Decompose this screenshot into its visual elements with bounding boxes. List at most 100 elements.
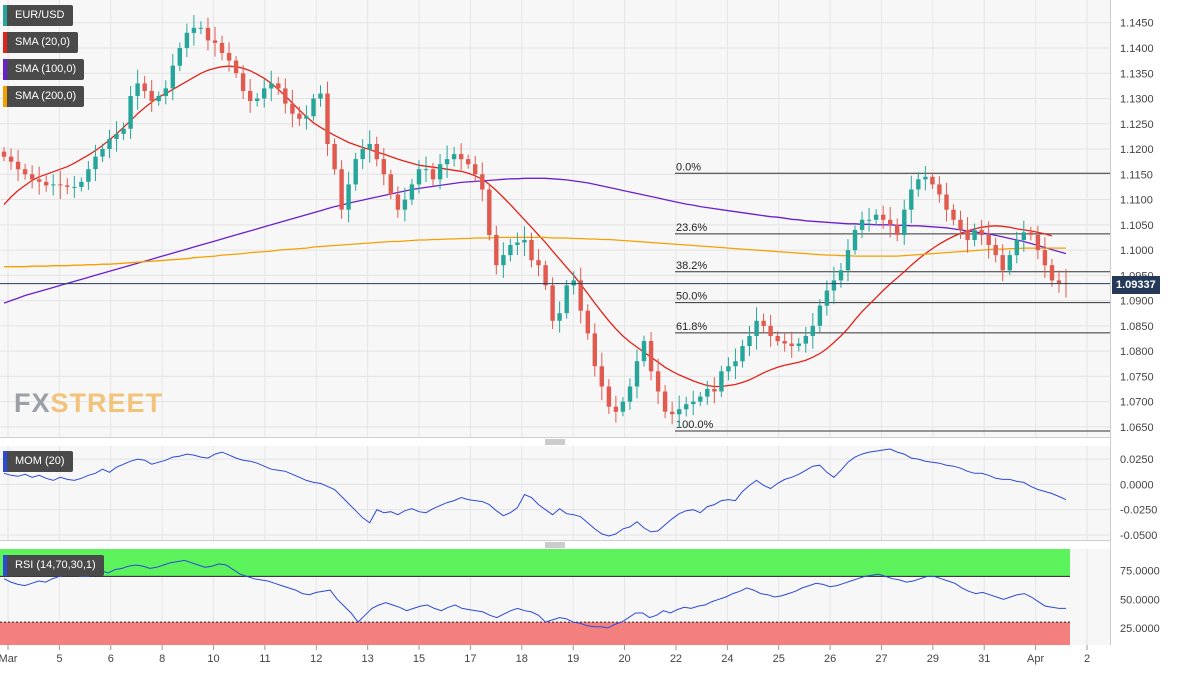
candle-body: [803, 336, 808, 344]
candle-body: [318, 93, 323, 99]
pane-resize-handle-0[interactable]: [545, 439, 565, 445]
price-tick-label: 1.1250: [1120, 119, 1154, 131]
candle-body: [128, 96, 133, 129]
candle-body: [571, 280, 576, 286]
candle-body: [170, 65, 175, 89]
candle-body: [219, 42, 225, 53]
candle-body: [297, 113, 302, 119]
x-tick-label: 15: [413, 653, 425, 665]
candle-body: [367, 144, 372, 150]
candle-body: [233, 60, 239, 74]
candle-body: [564, 285, 569, 314]
candle-body: [634, 361, 640, 387]
x-tick-label: 6: [108, 653, 114, 665]
price-tick-label: 1.1300: [1120, 94, 1154, 106]
candle-body: [944, 194, 949, 210]
candle-body: [353, 159, 358, 185]
candle-body: [712, 389, 717, 392]
candle-body: [923, 176, 928, 180]
sma-line-0: [3, 65, 1053, 388]
price-tick-label: 1.1450: [1120, 18, 1154, 30]
candle-body: [873, 214, 879, 220]
candle-body: [451, 154, 457, 160]
candle-body: [550, 285, 555, 321]
candle-body: [381, 159, 386, 175]
x-tick-label: 10: [207, 653, 219, 665]
candle-body: [986, 234, 991, 245]
candle-body: [585, 310, 590, 334]
price-tick-label: 1.0850: [1120, 321, 1154, 333]
candle-body: [620, 401, 626, 412]
candle-body: [480, 174, 485, 190]
candle-body: [283, 88, 288, 104]
candle-body: [205, 27, 211, 41]
candle-body: [768, 325, 773, 336]
candle-body: [740, 346, 745, 362]
price-pane-bg: [0, 0, 1110, 437]
x-tick-label: 27: [875, 653, 887, 665]
legend-symbol-label: EUR/USD: [15, 9, 65, 21]
candle-body: [121, 128, 126, 134]
candle-body: [107, 138, 112, 149]
candle-body: [557, 313, 562, 321]
candle-body: [374, 144, 379, 160]
candle-body: [529, 240, 534, 261]
candle-body: [796, 343, 801, 346]
pane-resize-handle-1[interactable]: [545, 542, 565, 548]
candle-body: [958, 219, 963, 230]
candle-body: [895, 224, 900, 235]
candle-body: [606, 386, 612, 407]
x-tick-label: 24: [721, 653, 733, 665]
candle-body: [44, 181, 49, 186]
price-tick-label: 1.1100: [1120, 195, 1153, 207]
x-tick-label: 2: [1084, 653, 1090, 665]
candle-body: [881, 214, 886, 220]
candle-body: [859, 219, 865, 230]
candle-body: [1049, 265, 1055, 281]
legend-rsi-swatch: [3, 555, 7, 576]
legend-sma-20[interactable]: SMA (20,0): [3, 32, 79, 53]
candle-body: [838, 270, 844, 281]
fib-level-label: 50.0%: [676, 291, 707, 303]
candle-body: [775, 336, 780, 342]
candle-body: [156, 96, 161, 102]
candle-body: [761, 320, 766, 326]
x-tick-label: 19: [567, 653, 579, 665]
candle-body: [627, 386, 633, 402]
candle-body: [726, 366, 731, 372]
candle-body: [515, 242, 520, 245]
candle-body: [163, 88, 168, 96]
candle-body: [754, 320, 759, 336]
candle-body: [1035, 234, 1041, 251]
x-tick-label: 13: [362, 653, 374, 665]
candle-body: [37, 179, 42, 182]
legend-symbol[interactable]: EUR/USD: [3, 5, 73, 26]
candle-body: [599, 366, 604, 387]
candle-body: [360, 149, 365, 160]
candle-body: [684, 404, 689, 410]
legend-rsi[interactable]: RSI (14,70,30,1): [3, 555, 104, 576]
candle-body: [888, 219, 893, 225]
candle-body: [395, 194, 401, 210]
x-tick-label: 8: [159, 653, 165, 665]
legend-symbol-swatch: [3, 5, 7, 26]
candle-body: [831, 280, 837, 291]
candle-body: [311, 98, 316, 117]
candle-body: [698, 396, 703, 402]
candle-body: [459, 154, 464, 160]
candle-body: [226, 53, 232, 61]
momentum-tick-label: -0.0250: [1120, 505, 1157, 517]
candle-body: [276, 83, 281, 89]
candle-body: [402, 199, 408, 210]
legend-sma-200[interactable]: SMA (200,0): [3, 86, 85, 107]
candle-body: [30, 174, 35, 180]
fib-level-label: 23.6%: [676, 222, 707, 234]
candle-body: [648, 341, 654, 372]
candle-body: [1056, 280, 1062, 283]
legend-sma-100[interactable]: SMA (100,0): [3, 59, 85, 80]
candle-body: [691, 401, 696, 405]
candle-body: [845, 250, 851, 271]
legend-momentum[interactable]: MOM (20): [3, 451, 73, 472]
